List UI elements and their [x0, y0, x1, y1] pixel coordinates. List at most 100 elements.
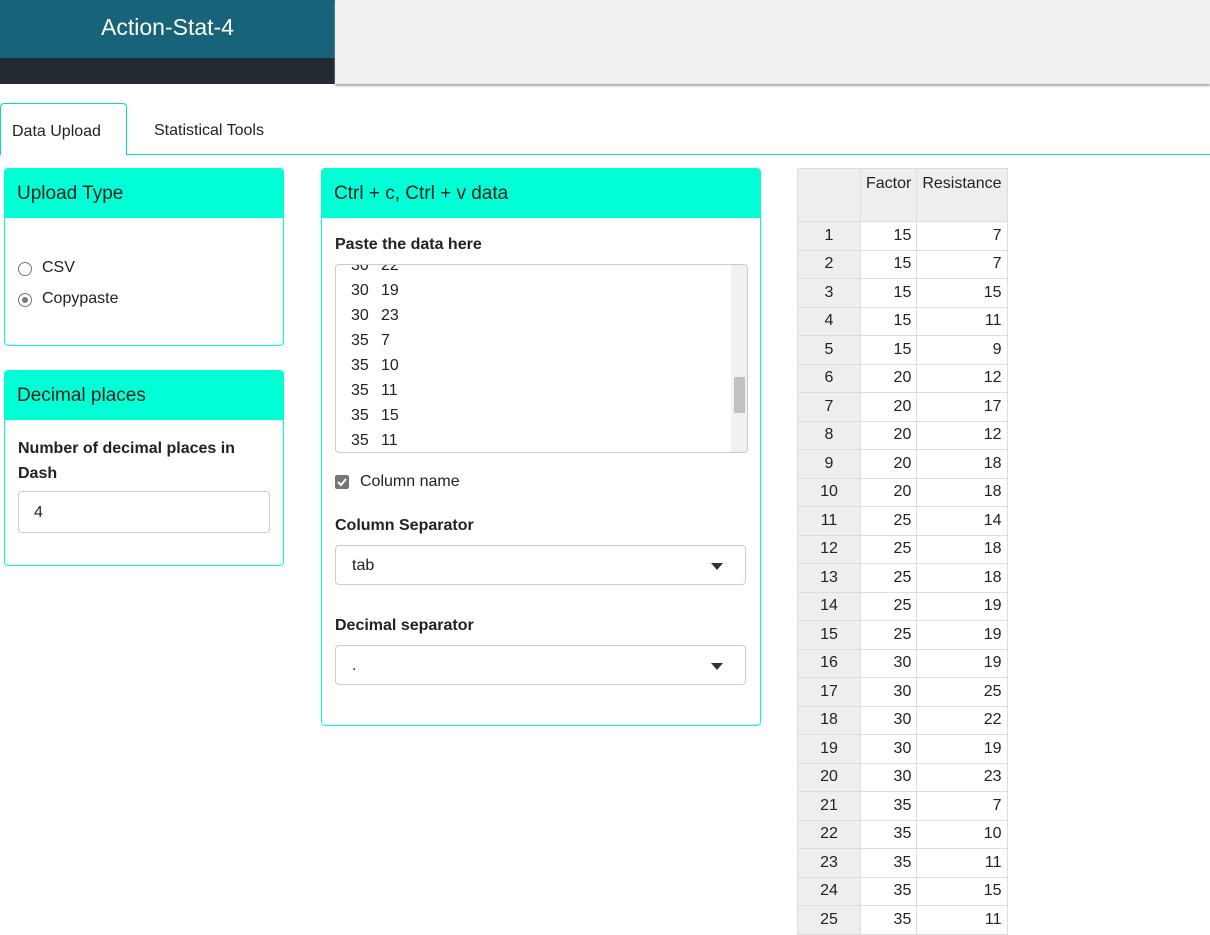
row-index: 10 — [797, 477, 861, 507]
table-cell: 15 — [859, 335, 918, 365]
tab-label[interactable]: Statistical Tools — [154, 122, 264, 139]
table-cell: 19 — [916, 648, 1008, 678]
text-cell: 10 — [381, 357, 399, 374]
table-cell: 7 — [916, 221, 1008, 251]
text-cell: 35 — [351, 332, 369, 349]
select[interactable]: tab — [335, 545, 746, 585]
row-index: 14 — [797, 591, 861, 621]
text-cell: 30 — [351, 264, 369, 274]
header-dark — [0, 58, 335, 84]
panel-title: Ctrl + c, Ctrl + v data — [322, 169, 760, 218]
text-cell: 23 — [381, 307, 399, 324]
table-cell: 20 — [859, 392, 918, 422]
table-cell: 18 — [916, 534, 1008, 564]
table-row: 20 30 23 — [797, 762, 1008, 792]
row-index: 4 — [797, 306, 861, 336]
table-row: 5 15 9 — [797, 335, 1008, 365]
table-row: 2 15 7 — [797, 249, 1008, 279]
textarea[interactable]: 30 22 30 19 30 23 35 7 35 10 35 11 35 15 35 11 — [335, 264, 748, 453]
radio-label[interactable]: Copypaste — [42, 290, 119, 307]
table-row: 10 20 18 — [797, 477, 1008, 507]
table-cell: 10 — [916, 819, 1008, 849]
panel-title: Upload Type — [5, 169, 283, 218]
field-label: Number of decimal places in Dash — [18, 440, 235, 482]
header-row: Factor Resistance — [797, 168, 1008, 222]
text-line: 30 19 — [351, 278, 421, 303]
table-row: 21 35 7 — [797, 791, 1008, 821]
row-index: 3 — [797, 278, 861, 308]
row-index: 12 — [797, 534, 861, 564]
table-cell: 15 — [859, 306, 918, 336]
select[interactable]: . — [335, 645, 746, 685]
table-row: 8 20 12 — [797, 420, 1008, 450]
table-cell: 30 — [859, 705, 918, 735]
table-cell: 18 — [916, 449, 1008, 479]
number-input[interactable]: 4 — [18, 491, 270, 533]
text-cell: 7 — [381, 332, 390, 349]
column-header: Resistance — [916, 168, 1008, 222]
row-index: 15 — [797, 620, 861, 650]
table-row: 14 25 19 — [797, 591, 1008, 621]
row-index: 23 — [797, 848, 861, 878]
radio-label[interactable]: CSV — [42, 259, 75, 276]
table-cell: 35 — [859, 819, 918, 849]
row-index: 6 — [797, 363, 861, 393]
row-index: 21 — [797, 791, 861, 821]
tab-active[interactable]: Data Upload — [0, 103, 127, 155]
table-cell: 30 — [859, 648, 918, 678]
table-cell: 30 — [859, 762, 918, 792]
text-line: 35 11 — [351, 428, 421, 452]
text-line: 35 7 — [351, 328, 421, 353]
table-cell: 11 — [916, 306, 1008, 336]
row-index: 18 — [797, 705, 861, 735]
radio[interactable] — [18, 293, 32, 307]
field-label: Column Separator — [335, 517, 474, 534]
table-row: 7 20 17 — [797, 392, 1008, 422]
table-row: 13 25 18 — [797, 563, 1008, 593]
table-cell: 15 — [859, 278, 918, 308]
row-index: 19 — [797, 734, 861, 764]
table-cell: 11 — [916, 848, 1008, 878]
table-cell: 23 — [916, 762, 1008, 792]
decimal-panel: Decimal places Number of decimal places … — [4, 370, 284, 566]
table-cell: 20 — [859, 477, 918, 507]
row-index: 20 — [797, 762, 861, 792]
table-cell: 35 — [859, 905, 918, 935]
data-table-wrap: Factor Resistance 1 15 7 2 15 7 3 15 15 4 15 11 5 15 9 6 2… — [797, 168, 1008, 935]
text-cell: 35 — [351, 382, 369, 399]
row-index: 13 — [797, 563, 861, 593]
index-header — [797, 168, 861, 222]
paste-panel: Ctrl + c, Ctrl + v data Paste the data h… — [321, 168, 761, 726]
tab-line — [0, 154, 1210, 155]
table-row: 22 35 10 — [797, 819, 1008, 849]
table-cell: 9 — [916, 335, 1008, 365]
table-cell: 7 — [916, 791, 1008, 821]
checkbox[interactable] — [335, 475, 349, 489]
data-table: Factor Resistance 1 15 7 2 15 7 3 15 15 4 15 11 5 15 9 6 2… — [797, 168, 1008, 935]
text-cell: 35 — [351, 407, 369, 424]
text-cell: 35 — [351, 357, 369, 374]
header-bar: Action-Stat-4 — [0, 0, 335, 58]
row-index: 9 — [797, 449, 861, 479]
checkbox-label[interactable]: Column name — [360, 473, 460, 490]
table-cell: 19 — [916, 734, 1008, 764]
radio[interactable] — [18, 262, 32, 276]
top-bar — [335, 0, 1210, 84]
text-cell: 11 — [381, 432, 398, 449]
upload-panel: Upload Type CSV Copypaste — [4, 168, 284, 346]
row-index: 17 — [797, 677, 861, 707]
text-cell: 11 — [381, 382, 398, 399]
scrollbar[interactable] — [731, 265, 747, 452]
row-index: 2 — [797, 249, 861, 279]
table-cell: 25 — [859, 563, 918, 593]
tab-label[interactable]: Data Upload — [12, 123, 101, 140]
row-index: 7 — [797, 392, 861, 422]
scroll-thumb[interactable] — [734, 377, 745, 413]
table-row: 23 35 11 — [797, 848, 1008, 878]
row-index: 16 — [797, 648, 861, 678]
table-row: 4 15 11 — [797, 306, 1008, 336]
table-cell: 20 — [859, 363, 918, 393]
table-cell: 30 — [859, 734, 918, 764]
table-row: 25 35 11 — [797, 905, 1008, 935]
text-cell: 22 — [381, 264, 399, 274]
